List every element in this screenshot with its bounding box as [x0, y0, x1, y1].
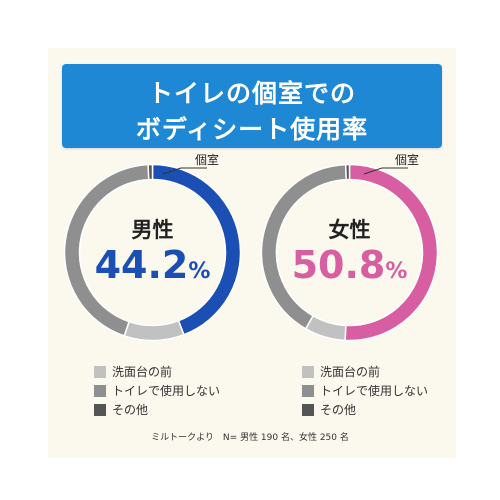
- callout-label-private-stall: 個室: [195, 152, 219, 167]
- legend-label: トイレで使用しない: [112, 384, 221, 398]
- legend-item-washbasin: 洗面台の前: [94, 362, 220, 381]
- legend-label: その他: [320, 403, 357, 417]
- center-label: 女性: [329, 218, 371, 242]
- legend-label: その他: [112, 403, 149, 417]
- legend-item-not-in-toilet: トイレで使用しない: [94, 381, 220, 400]
- legend-item-not-in-toilet: トイレで使用しない: [302, 381, 428, 400]
- legend-item-other: その他: [302, 400, 428, 419]
- center-label: 男性: [132, 218, 174, 242]
- callout-leader-line: [363, 167, 408, 175]
- legend-swatch-not-in-toilet: [94, 384, 106, 397]
- donut-slice-washbasin: [123, 319, 185, 342]
- legend-swatch-other: [94, 403, 106, 416]
- legend-label: 洗面台の前: [320, 365, 381, 379]
- legend-swatch-washbasin: [94, 365, 106, 378]
- legend-swatch-not-in-toilet: [302, 384, 314, 397]
- center-value: 44.2%: [95, 243, 211, 287]
- center-value: 50.8%: [292, 243, 408, 287]
- donut-slice-other: [147, 163, 154, 181]
- donut-slice-other: [344, 163, 351, 181]
- title-banner: トイレの個室での ボディシート使用率: [62, 64, 442, 148]
- legend-swatch-other: [302, 403, 314, 416]
- female-legend: 洗面台の前 トイレで使用しない その他: [302, 362, 428, 419]
- legend-item-other: その他: [94, 400, 220, 419]
- title-line-2: ボディシート使用率: [135, 115, 369, 144]
- title-line-1: トイレの個室での: [147, 79, 356, 108]
- legend-swatch-washbasin: [302, 365, 314, 378]
- legend-label: トイレで使用しない: [320, 384, 429, 398]
- source-footnote: ミルトークより N= 男性 190 名、女性 250 名: [151, 433, 349, 443]
- legend-item-washbasin: 洗面台の前: [302, 362, 428, 381]
- legend-label: 洗面台の前: [112, 365, 173, 379]
- male-legend: 洗面台の前 トイレで使用しない その他: [94, 362, 220, 419]
- callout-label-private-stall: 個室: [395, 152, 419, 167]
- callout-leader-line: [162, 167, 207, 175]
